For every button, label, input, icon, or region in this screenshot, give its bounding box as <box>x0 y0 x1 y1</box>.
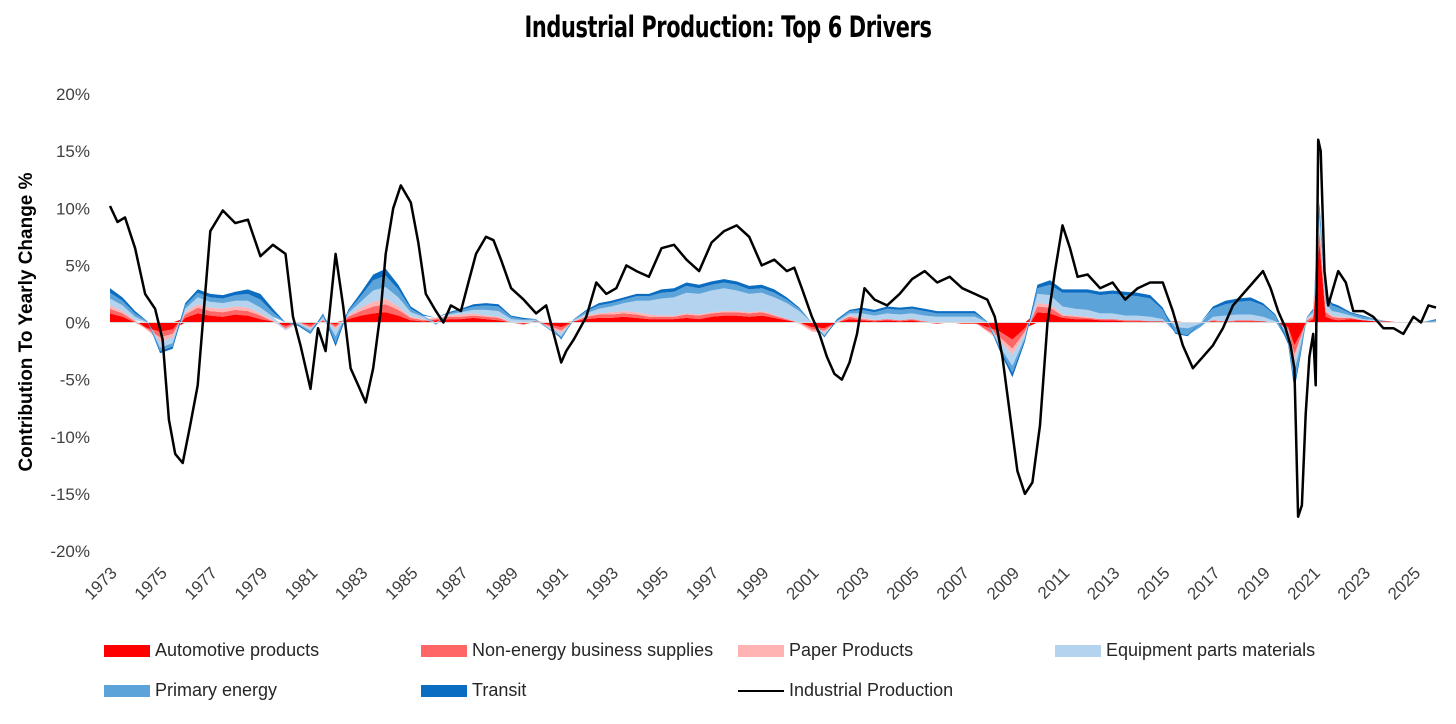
x-tick-label: 1993 <box>582 563 622 603</box>
x-tick-label: 1985 <box>381 563 421 603</box>
x-tick-label: 2001 <box>782 563 822 603</box>
x-tick-label: 1997 <box>682 563 722 603</box>
y-tick-label: -5% <box>60 371 90 390</box>
area-primary-energy <box>110 208 1436 385</box>
stacked-areas <box>110 202 1436 390</box>
x-tick-label: 1975 <box>131 563 171 603</box>
x-tick-label: 2005 <box>883 563 923 603</box>
x-tick-label: 1973 <box>81 563 121 603</box>
y-tick-label: 20% <box>56 85 90 104</box>
x-tick-label: 1987 <box>432 563 472 603</box>
x-tick-label: 2017 <box>1184 563 1224 603</box>
x-tick-label: 2003 <box>833 563 873 603</box>
x-tick-label: 2021 <box>1284 563 1324 603</box>
x-tick-label: 2011 <box>1034 563 1073 602</box>
x-tick-label: 1977 <box>181 563 221 603</box>
y-axis-ticks: 20% 15% 10% 5% 0% -5% -10% -15% -20% <box>50 85 90 561</box>
x-tick-label: 1995 <box>632 563 672 603</box>
x-tick-label: 2019 <box>1234 563 1274 603</box>
x-tick-label: 2015 <box>1133 563 1173 603</box>
x-tick-label: 2013 <box>1083 563 1123 603</box>
industrial-production-line-group <box>108 138 1437 518</box>
y-tick-label: 0% <box>65 314 90 333</box>
x-tick-label: 2025 <box>1384 563 1424 603</box>
industrial-production-line <box>108 138 1437 518</box>
x-tick-label: 1989 <box>482 563 522 603</box>
x-tick-label: 2023 <box>1334 563 1374 603</box>
x-axis-ticks: 1973 1975 1977 1979 1981 1983 1985 1987 1989 1991… <box>81 563 1425 603</box>
y-tick-label: -10% <box>50 428 90 447</box>
y-tick-label: 5% <box>65 256 90 275</box>
x-tick-label: 1981 <box>281 563 321 603</box>
x-tick-label: 1999 <box>732 563 772 603</box>
y-tick-label: -20% <box>50 542 90 561</box>
area-equipment-parts-materials <box>110 217 1436 371</box>
y-tick-label: 15% <box>56 142 90 161</box>
x-tick-label: 1991 <box>532 563 572 603</box>
x-tick-label: 1979 <box>231 563 271 603</box>
x-tick-label: 2007 <box>933 563 973 603</box>
x-tick-label: 2009 <box>983 563 1023 603</box>
x-tick-label: 1983 <box>331 563 371 603</box>
y-tick-label: 10% <box>56 199 90 218</box>
chart-title: Industrial Production: Top 6 Drivers <box>524 10 932 44</box>
y-tick-label: -15% <box>50 485 90 504</box>
